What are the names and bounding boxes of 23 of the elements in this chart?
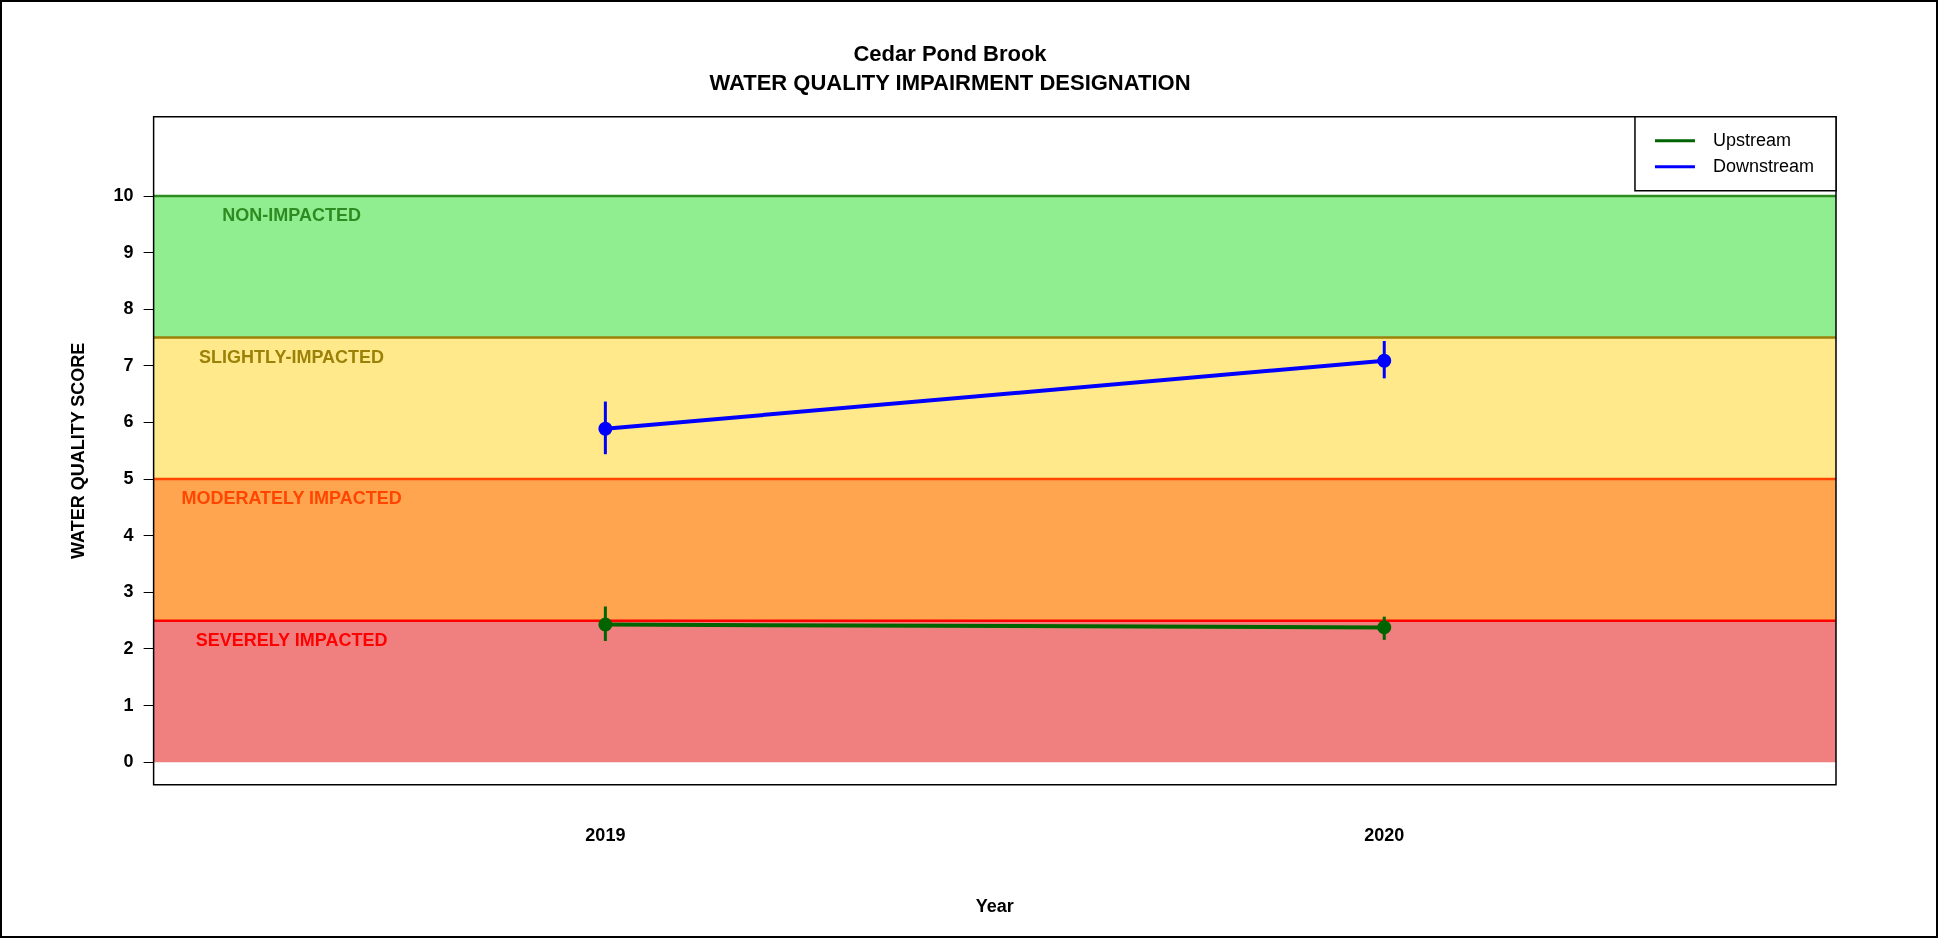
x-axis-title: Year [975, 896, 1014, 917]
chart-subtitle: WATER QUALITY IMPAIRMENT DESIGNATION [709, 69, 1191, 95]
x-tick-label: 2019 [585, 824, 626, 845]
legend-label: Upstream [1712, 129, 1791, 150]
legend-label: Downstream [1712, 155, 1814, 176]
x-tick-label: 2020 [1364, 824, 1405, 845]
y-tick-label: 2 [123, 637, 134, 658]
y-tick-label: 9 [123, 241, 134, 262]
y-tick-label: 4 [123, 524, 134, 545]
y-tick-label: 10 [113, 185, 134, 206]
band-label: SLIGHTLY-IMPACTED [199, 346, 385, 367]
chart-title: Cedar Pond Brook [853, 41, 1048, 67]
y-tick-label: 3 [123, 581, 134, 602]
band-label: MODERATELY IMPACTED [181, 488, 402, 509]
y-tick-label: 7 [123, 354, 134, 375]
band-label: NON-IMPACTED [222, 205, 361, 226]
y-axis-title: WATER QUALITY SCORE [67, 342, 88, 559]
y-tick-label: 0 [123, 751, 134, 772]
y-tick-label: 8 [123, 298, 134, 319]
y-tick-label: 5 [123, 468, 134, 489]
band-label: SEVERELY IMPACTED [195, 629, 388, 650]
y-tick-label: 1 [123, 694, 134, 715]
y-tick-label: 6 [123, 411, 134, 432]
